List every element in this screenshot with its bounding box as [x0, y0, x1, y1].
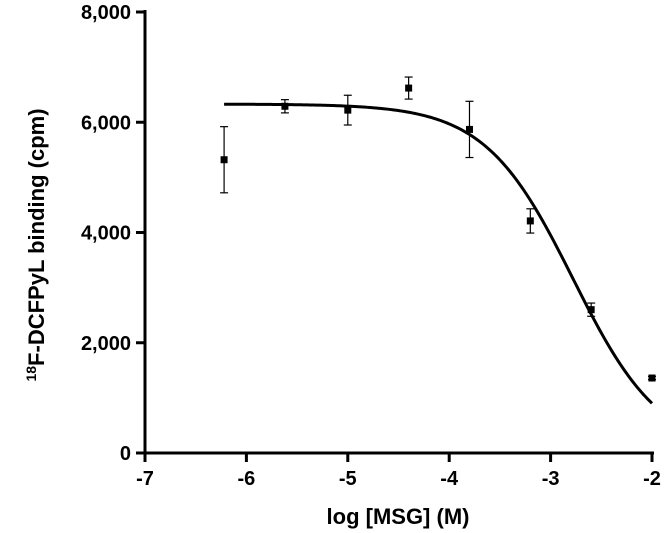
x-axis-title: log [MSG] (M) — [327, 504, 470, 529]
x-tick-label: -5 — [339, 468, 357, 490]
x-tick-label: -6 — [238, 468, 256, 490]
data-point — [465, 125, 473, 133]
fit-curve — [224, 102, 654, 405]
data-point — [344, 106, 352, 114]
y-axis-title-main: F-DCFPyL binding (cpm) — [24, 108, 49, 365]
data-point — [405, 84, 413, 92]
y-tick-label: 0 — [120, 443, 131, 465]
y-tick-label: 8,000 — [81, 2, 131, 24]
data-point — [587, 306, 595, 314]
y-tick-label: 6,000 — [81, 112, 131, 134]
y-axis-title: 18F-DCFPyL binding (cpm) — [23, 108, 49, 381]
x-tick-label: -3 — [542, 468, 560, 490]
data-point — [281, 102, 289, 110]
svg-text:18F-DCFPyL binding (cpm): 18F-DCFPyL binding (cpm) — [23, 108, 49, 381]
plot-area: 0 2,000 4,000 6,000 8,000 -7 -6 -5 -4 -3 -2 — [81, 2, 661, 490]
y-tick-label: 2,000 — [81, 333, 131, 355]
y-axis-title-superscript: 18 — [23, 366, 39, 382]
y-tick-label: 4,000 — [81, 223, 131, 245]
x-tick-label: -4 — [440, 468, 459, 490]
data-point — [526, 217, 534, 225]
x-tick-label: -7 — [136, 468, 154, 490]
data-point — [648, 374, 656, 382]
data-point — [220, 156, 228, 164]
x-tick-label: -2 — [643, 468, 661, 490]
